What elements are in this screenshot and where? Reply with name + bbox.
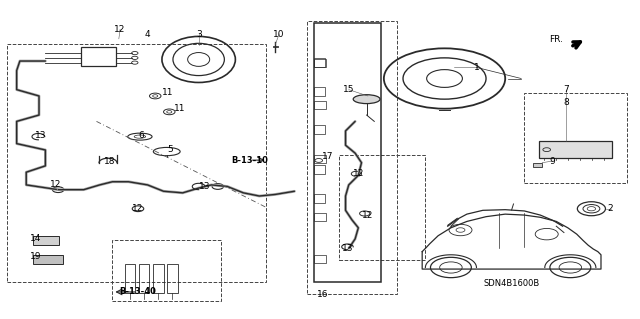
Text: 14: 14 bbox=[30, 234, 42, 243]
Text: 11: 11 bbox=[173, 104, 185, 113]
Bar bbox=[7, 44, 266, 282]
Text: 12: 12 bbox=[132, 204, 144, 213]
Text: B-13-40: B-13-40 bbox=[120, 287, 156, 296]
Text: 18: 18 bbox=[104, 157, 115, 166]
Bar bbox=[125, 264, 136, 293]
Text: FR.: FR. bbox=[549, 35, 563, 44]
Text: 6: 6 bbox=[138, 131, 144, 140]
Bar bbox=[307, 21, 397, 294]
Bar bbox=[33, 236, 60, 245]
Bar bbox=[539, 141, 612, 158]
Bar bbox=[314, 59, 326, 67]
Text: 13: 13 bbox=[199, 182, 211, 191]
Bar bbox=[81, 47, 116, 66]
Bar bbox=[314, 23, 381, 282]
Bar bbox=[314, 125, 325, 134]
Text: 17: 17 bbox=[322, 152, 333, 161]
Bar bbox=[140, 264, 150, 293]
Bar bbox=[533, 163, 542, 167]
Text: 13: 13 bbox=[342, 244, 353, 253]
Bar bbox=[524, 93, 627, 183]
Bar bbox=[314, 255, 326, 263]
Bar bbox=[113, 241, 221, 301]
Text: 12: 12 bbox=[362, 211, 374, 219]
Bar bbox=[314, 155, 326, 163]
Bar bbox=[314, 165, 325, 174]
Bar bbox=[314, 87, 325, 96]
Bar bbox=[314, 101, 326, 109]
Text: 2: 2 bbox=[608, 204, 613, 213]
Bar bbox=[168, 264, 177, 293]
Bar bbox=[314, 213, 326, 221]
Text: 19: 19 bbox=[30, 252, 42, 261]
Text: 4: 4 bbox=[145, 30, 150, 39]
Text: 10: 10 bbox=[273, 30, 285, 39]
Bar bbox=[154, 264, 164, 293]
Text: 12: 12 bbox=[353, 169, 364, 178]
Bar bbox=[314, 58, 325, 67]
Ellipse shape bbox=[353, 95, 380, 104]
Bar bbox=[33, 256, 63, 264]
Text: B-13-10: B-13-10 bbox=[231, 156, 268, 165]
Text: 12: 12 bbox=[115, 25, 126, 34]
Text: 7: 7 bbox=[563, 85, 569, 94]
Bar bbox=[314, 194, 325, 203]
Text: 16: 16 bbox=[317, 290, 329, 299]
Text: 1: 1 bbox=[474, 63, 479, 72]
Text: 12: 12 bbox=[50, 181, 61, 189]
Text: 15: 15 bbox=[343, 85, 355, 94]
Text: 9: 9 bbox=[550, 157, 556, 166]
Text: 8: 8 bbox=[563, 98, 569, 107]
Text: 3: 3 bbox=[196, 30, 202, 39]
Text: 13: 13 bbox=[35, 131, 46, 140]
Text: SDN4B1600B: SDN4B1600B bbox=[483, 279, 540, 288]
Bar bbox=[339, 155, 426, 260]
Text: 11: 11 bbox=[163, 88, 174, 97]
Text: 5: 5 bbox=[167, 145, 173, 154]
